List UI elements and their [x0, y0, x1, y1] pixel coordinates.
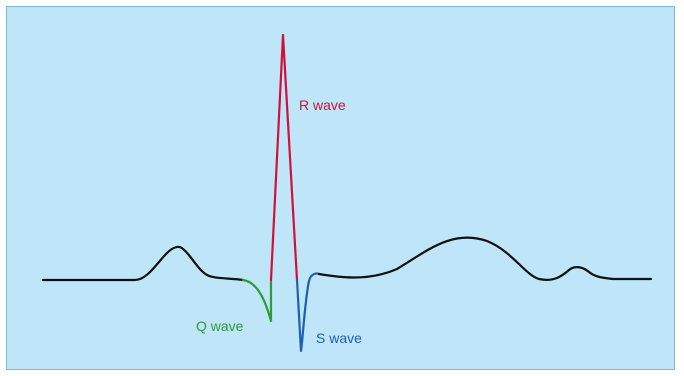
ecg-waveform: R wave Q wave S wave	[41, 33, 653, 353]
q-wave-label: Q wave	[196, 318, 244, 334]
q-wave-trace	[241, 278, 273, 323]
t-wave-trace	[317, 236, 653, 281]
ecg-diagram-panel: R wave Q wave S wave	[6, 6, 675, 370]
r-wave-label: R wave	[299, 97, 346, 113]
p-wave-trace	[41, 245, 245, 282]
s-wave-trace	[295, 272, 321, 353]
r-wave-trace	[269, 33, 299, 282]
s-wave-label: S wave	[316, 330, 362, 346]
